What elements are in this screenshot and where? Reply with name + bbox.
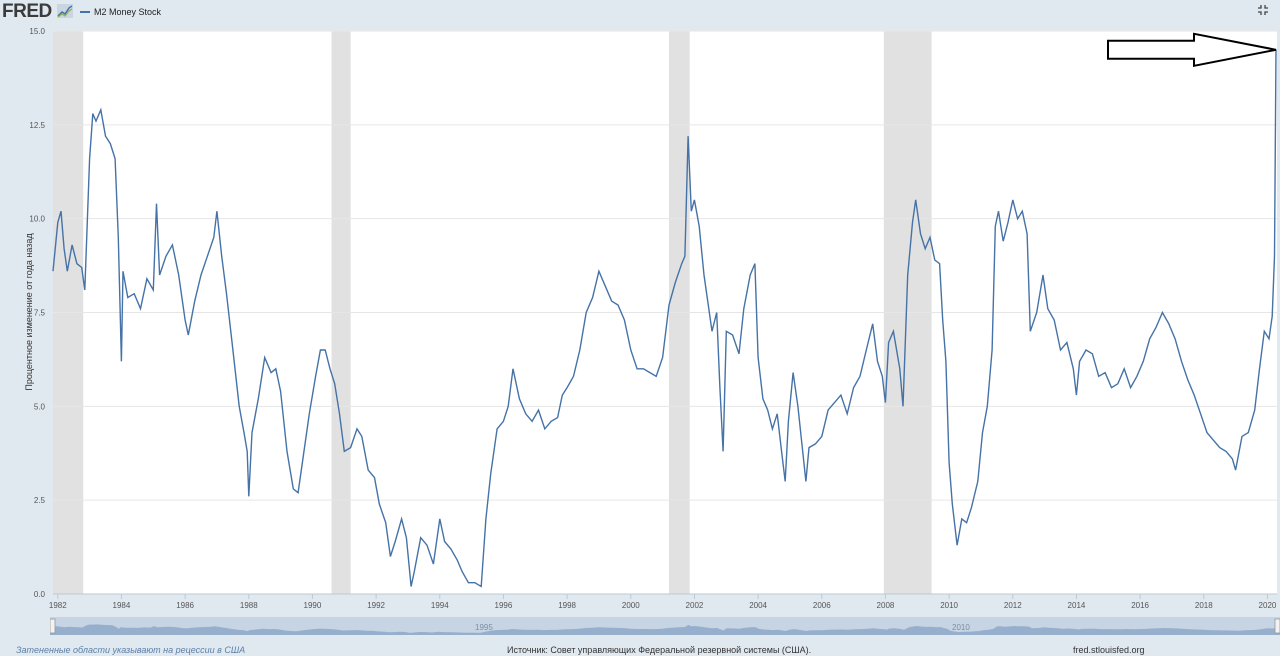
- arrow-annotation: [1107, 32, 1277, 68]
- y-tick-label: 10.0: [29, 215, 45, 224]
- legend-swatch: [80, 11, 90, 13]
- x-tick-label: 2008: [877, 601, 895, 610]
- x-tick-label: 2006: [813, 601, 831, 610]
- x-tick-label: 2012: [1004, 601, 1022, 610]
- x-tick-label: 1996: [495, 601, 513, 610]
- x-tick-label: 1984: [113, 601, 131, 610]
- y-tick-label: 2.5: [34, 496, 46, 505]
- y-tick-label: 0.0: [34, 590, 46, 599]
- navigator-handle-right[interactable]: [1274, 618, 1280, 634]
- navigator-area: [50, 623, 1280, 635]
- fullscreen-icon[interactable]: [1257, 4, 1269, 16]
- navigator[interactable]: 1995 2010: [50, 617, 1280, 635]
- recession-note-link[interactable]: Затененные области указывают на рецессии…: [16, 645, 246, 655]
- x-tick-label: 1982: [49, 601, 67, 610]
- y-tick-label: 15.0: [29, 27, 45, 36]
- source-note: Источник: Совет управляющих Федеральной …: [507, 645, 812, 655]
- x-tick-label: 2000: [622, 601, 640, 610]
- x-tick-label: 2020: [1259, 601, 1277, 610]
- x-tick-label: 2014: [1068, 601, 1086, 610]
- line-chart: 0.02.55.07.510.012.515.0 1982 1984 1986 198…: [24, 27, 1277, 610]
- site-link[interactable]: fred.stlouisfed.org: [1073, 645, 1145, 655]
- y-tick-label: 5.0: [34, 402, 46, 411]
- series-line-m2[interactable]: [52, 49, 1277, 588]
- chart-logo-icon: [57, 4, 73, 18]
- x-tick-label: 1986: [176, 601, 194, 610]
- x-tick-label: 1998: [558, 601, 576, 610]
- header: FRED M2 Money Stock: [0, 0, 1280, 24]
- y-tick-label: 12.5: [29, 121, 45, 130]
- y-axis-label: Процентное изменение от года назад: [24, 233, 34, 391]
- y-tick-label: 7.5: [34, 309, 46, 318]
- legend-label: M2 Money Stock: [94, 7, 162, 17]
- x-tick-label: 2010: [940, 601, 958, 610]
- y-axis: 0.0 2.5 5.0 7.5 10.0 12.5 15.0: [29, 27, 45, 599]
- x-tick-label: 1992: [367, 601, 385, 610]
- navigator-label: 2010: [952, 623, 970, 632]
- navigator-handle-left[interactable]: [50, 618, 56, 634]
- x-tick-label: 2002: [686, 601, 704, 610]
- x-tick-label: 1988: [240, 601, 258, 610]
- x-tick-label: 1994: [431, 601, 449, 610]
- fred-logo[interactable]: FRED: [2, 1, 52, 22]
- x-tick-label: 2016: [1131, 601, 1149, 610]
- navigator-label: 1995: [475, 623, 493, 632]
- x-tick-label: 2018: [1195, 601, 1213, 610]
- x-tick-label: 1990: [304, 601, 322, 610]
- x-tick-label: 2004: [749, 601, 767, 610]
- annotation-arrow: [1107, 32, 1277, 68]
- x-axis: 1982 1984 1986 1988 1990 1992 1994 1996 1998 2000…: [49, 593, 1277, 610]
